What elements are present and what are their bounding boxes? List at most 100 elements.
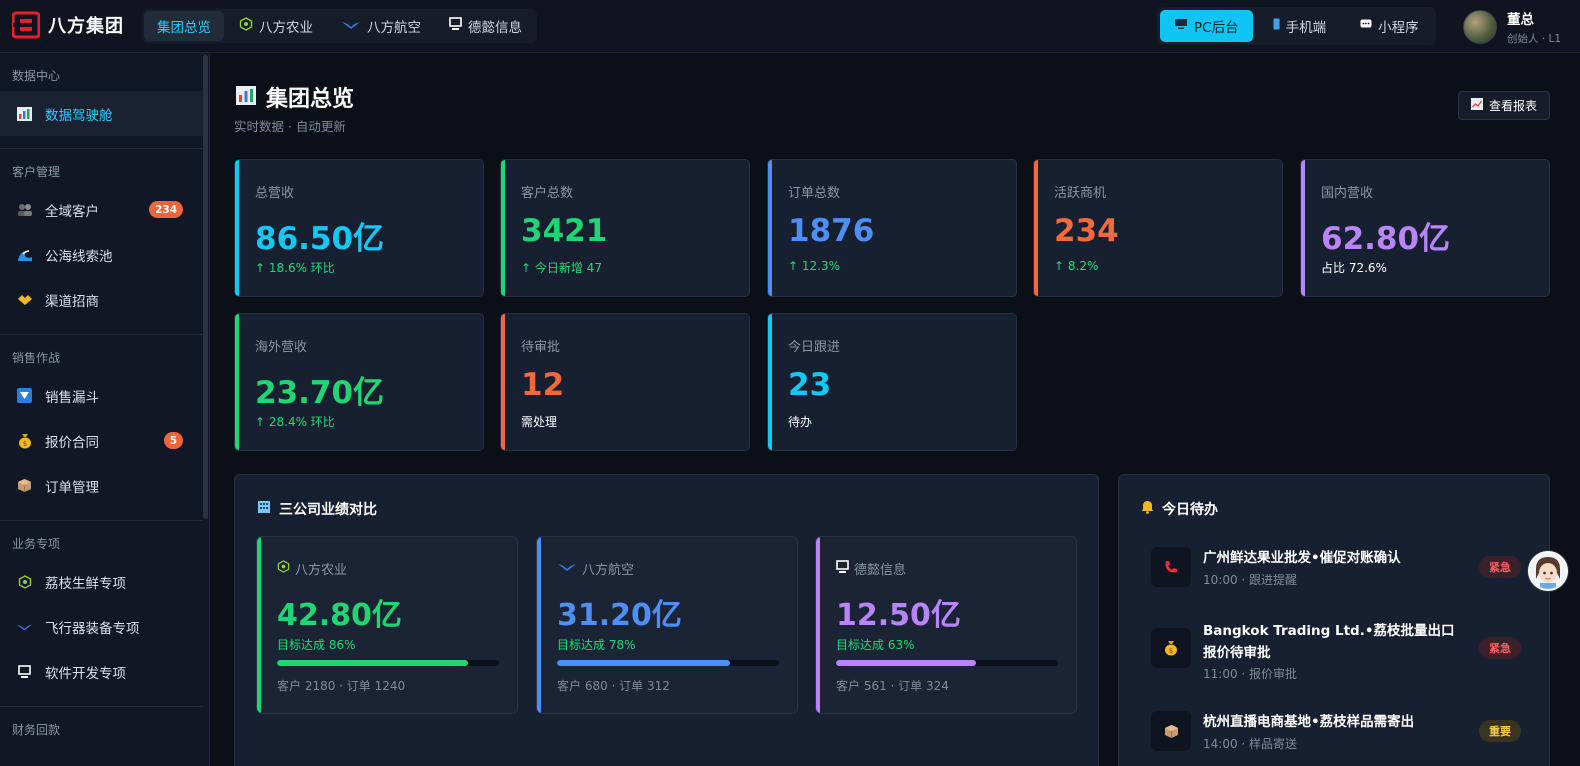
monitor-icon [836, 559, 849, 578]
kpi-sub: ↑ 8.2% [1054, 259, 1099, 273]
sidebar-item-order-management[interactable]: 订单管理 [0, 463, 203, 508]
sidebar-item-label: 全域客户 [45, 203, 99, 220]
page-title-text: 集团总览 [266, 87, 355, 112]
kpi-card-active-opportunities[interactable]: 活跃商机 234 ↑ 8.2% [1033, 159, 1283, 297]
user-menu[interactable]: 董总 创始人 · L1 [1463, 8, 1561, 46]
package-icon [1151, 711, 1191, 751]
phone-call-icon [1151, 547, 1191, 587]
platform-label: PC后台 [1194, 20, 1239, 36]
kpi-accent-bar [501, 160, 505, 296]
sidebar-item-aircraft-equipment[interactable]: 飞行器装备专项 [0, 604, 203, 649]
kpi-card-overseas-revenue[interactable]: 海外营收 23.70亿 ↑ 28.4% 环比 [234, 313, 484, 451]
company-card-aviation[interactable]: 八方航空 31.20亿 目标达成 78% 客户 680 · 订单 312 [536, 536, 798, 714]
view-report-button[interactable]: 查看报表 [1458, 91, 1551, 120]
mobile-button[interactable]: 手机端 [1259, 10, 1341, 42]
assistant-avatar[interactable] [1528, 551, 1568, 591]
kpi-value: 23 [788, 367, 832, 403]
kpi-accent-bar [768, 160, 772, 296]
sidebar-item-data-cockpit[interactable]: 数据驾驶舱 [0, 91, 203, 136]
kpi-sub: ↑ 12.3% [788, 259, 840, 273]
monitor-icon [16, 663, 33, 680]
kpi-card-domestic-revenue[interactable]: 国内营收 62.80亿 占比 72.6% [1300, 159, 1550, 297]
kpi-card-total-revenue[interactable]: 总营收 86.50亿 ↑ 18.6% 环比 [234, 159, 484, 297]
leaf-badge-icon [16, 573, 33, 590]
company-label: 八方农业 [277, 559, 347, 578]
todo-title: 杭州直播电商基地•荔枝样品需寄出 [1203, 714, 1415, 730]
kpi-card-today-followup[interactable]: 今日跟进 23 待办 [767, 313, 1017, 451]
kpi-sub: 需处理 [521, 415, 558, 429]
kpi-value: 234 [1054, 213, 1119, 249]
sidebar-item-sales-funnel[interactable]: 销售漏斗 [0, 373, 203, 418]
tab-label: 集团总览 [157, 20, 211, 36]
sidebar-group-title: 客户管理 [12, 164, 61, 179]
sidebar-item-label: 公海线索池 [45, 248, 113, 265]
kpi-sub: ↑ 今日新增 47 [521, 261, 602, 275]
progress-track [557, 660, 779, 666]
top-bar: 八方集团 集团总览 八方农业 八方航空 德懿信息 [0, 0, 1580, 53]
tab-bafang-agriculture[interactable]: 八方农业 [226, 11, 326, 41]
tab-label: 八方航空 [367, 20, 421, 36]
company-name: 八方农业 [295, 563, 348, 578]
priority-tag: 紧急 [1479, 637, 1521, 659]
bar-chart-icon [16, 105, 33, 122]
company-goal: 目标达成 78% [557, 638, 636, 652]
page-title: 集团总览 [236, 81, 354, 113]
leaf-badge-icon [239, 17, 253, 35]
kpi-label: 总营收 [255, 186, 295, 201]
kpi-value: 3421 [521, 213, 608, 249]
company-card-deyi[interactable]: 德懿信息 12.50亿 目标达成 63% 客户 561 · 订单 324 [815, 536, 1077, 714]
sidebar-item-channel-recruit[interactable]: 渠道招商 [0, 277, 203, 322]
sidebar-item-label: 渠道招商 [45, 293, 99, 310]
progress-track [836, 660, 1058, 666]
sidebar-item-label: 荔枝生鲜专项 [45, 575, 126, 592]
pc-backend-button[interactable]: PC后台 [1160, 10, 1253, 42]
kpi-label: 客户总数 [521, 186, 574, 201]
chat-icon [1360, 18, 1372, 34]
view-report-label: 查看报表 [1489, 99, 1538, 113]
sidebar-item-software-dev[interactable]: 软件开发专项 [0, 649, 203, 694]
panel-title-text: 今日待办 [1162, 502, 1218, 518]
wave-icon [16, 246, 33, 263]
sidebar-scrollbar[interactable] [203, 55, 208, 519]
company-label: 八方航空 [557, 559, 634, 578]
kpi-card-total-customers[interactable]: 客户总数 3421 ↑ 今日新增 47 [500, 159, 750, 297]
todo-meta: 10:00 · 跟进提醒 [1203, 573, 1298, 587]
company-accent-bar [537, 537, 541, 713]
bell-icon [1141, 500, 1154, 518]
kpi-label: 待审批 [521, 340, 561, 355]
monitor-icon [449, 17, 462, 35]
tab-group-overview[interactable]: 集团总览 [144, 11, 224, 41]
todo-item[interactable]: 广州鲜达果业批发•催促对账确认 10:00 · 跟进提醒 紧急 [1151, 547, 1521, 603]
panel-title: 三公司业绩对比 [257, 499, 377, 519]
handshake-icon [16, 291, 33, 308]
todo-item[interactable]: 杭州直播电商基地•荔枝样品需寄出 14:00 · 样品寄送 重要 [1151, 711, 1521, 766]
kpi-card-total-orders[interactable]: 订单总数 1876 ↑ 12.3% [767, 159, 1017, 297]
todo-item[interactable]: $ Bangkok Trading Ltd.•荔枝批量出口报价待审批 11:00… [1151, 620, 1521, 684]
desktop-icon [1174, 18, 1188, 34]
priority-tag: 重要 [1479, 720, 1521, 742]
wings-icon [16, 618, 33, 635]
sidebar-group-title: 财务回款 [12, 722, 61, 737]
bar-chart-icon [236, 85, 256, 109]
priority-tag: 紧急 [1479, 556, 1521, 578]
sidebar-item-label: 软件开发专项 [45, 665, 126, 682]
svg-text:$: $ [22, 440, 26, 448]
mini-program-button[interactable]: 小程序 [1346, 10, 1433, 42]
sidebar-item-lead-pool[interactable]: 公海线索池 [0, 232, 203, 277]
kpi-label: 订单总数 [788, 186, 841, 201]
tab-bafang-aviation[interactable]: 八方航空 [328, 11, 434, 41]
company-revenue: 12.50亿 [836, 598, 961, 633]
sidebar-item-lychee-fresh[interactable]: 荔枝生鲜专项 [0, 559, 203, 604]
company-accent-bar [816, 537, 820, 713]
company-revenue: 31.20亿 [557, 598, 682, 633]
divider [0, 520, 203, 521]
tab-deyi-info[interactable]: 德懿信息 [436, 11, 535, 41]
brand[interactable]: 八方集团 [11, 11, 124, 39]
sidebar-item-all-customers[interactable]: 全域客户 234 [0, 187, 203, 232]
kpi-card-pending-approval[interactable]: 待审批 12 需处理 [500, 313, 750, 451]
sidebar-item-quote-contract[interactable]: $ 报价合同 5 [0, 418, 203, 463]
leaf-badge-icon [277, 560, 290, 577]
tab-label: 八方农业 [259, 20, 313, 36]
company-card-agriculture[interactable]: 八方农业 42.80亿 目标达成 86% 客户 2180 · 订单 1240 [256, 536, 518, 714]
sidebar: 数据中心 数据驾驶舱 客户管理 全域客户 234 公海线索池 渠道招商 销售作战 [0, 53, 210, 766]
